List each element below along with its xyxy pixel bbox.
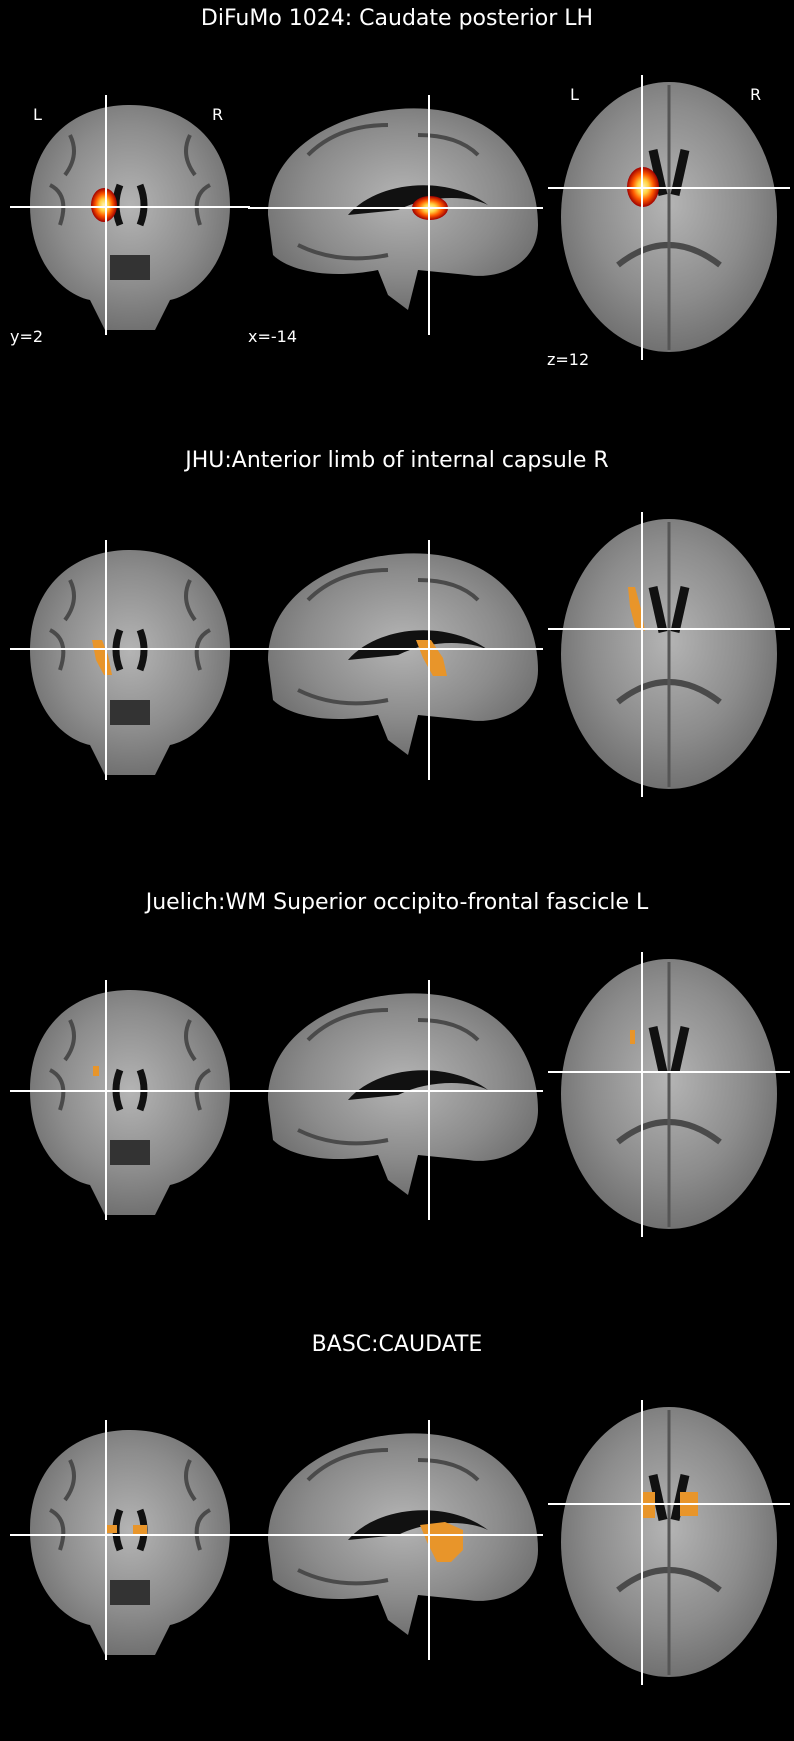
orientation-left-label-axial: L <box>570 85 579 104</box>
overlay-region <box>105 1525 117 1533</box>
overlay-region <box>133 1525 147 1534</box>
coord-y-label: y=2 <box>10 327 44 346</box>
axial-slice <box>548 1400 790 1685</box>
coord-z-label: z=12 <box>547 350 590 369</box>
sagittal-slice <box>248 980 543 1220</box>
panel-3: Juelich:WM Superior occipito-frontal fas… <box>0 880 794 1280</box>
sagittal-slice <box>248 540 543 780</box>
coronal-slice <box>10 1420 250 1660</box>
axial-slice <box>548 952 790 1237</box>
coronal-slice <box>10 95 250 335</box>
coronal-slice <box>10 540 250 780</box>
sagittal-slice <box>248 95 543 335</box>
panel-title: DiFuMo 1024: Caudate posterior LH <box>200 6 594 31</box>
overlay-region <box>93 1066 99 1076</box>
axial-slice <box>548 75 790 360</box>
overlay-region <box>630 1030 635 1044</box>
panel-title: JHU:Anterior limb of internal capsule R <box>185 448 609 473</box>
panel-4: BASC:CAUDATE <box>0 1320 794 1741</box>
panel-title: BASC:CAUDATE <box>311 1332 483 1357</box>
orientation-right-label-axial: R <box>750 85 762 104</box>
overlay-region <box>628 587 645 631</box>
panel-1: DiFuMo 1024: Caudate posterior LH L R L … <box>0 0 794 400</box>
axial-slice <box>548 512 790 797</box>
orientation-right-label: R <box>212 105 224 124</box>
overlay-region <box>420 1522 463 1562</box>
coord-x-label: x=-14 <box>248 327 298 346</box>
activation-blob <box>91 188 117 222</box>
coronal-slice <box>10 980 250 1220</box>
panel-title: Juelich:WM Superior occipito-frontal fas… <box>145 890 649 915</box>
sagittal-slice <box>248 1420 543 1660</box>
orientation-left-label: L <box>33 105 42 124</box>
panel-2: JHU:Anterior limb of internal capsule R <box>0 440 794 840</box>
